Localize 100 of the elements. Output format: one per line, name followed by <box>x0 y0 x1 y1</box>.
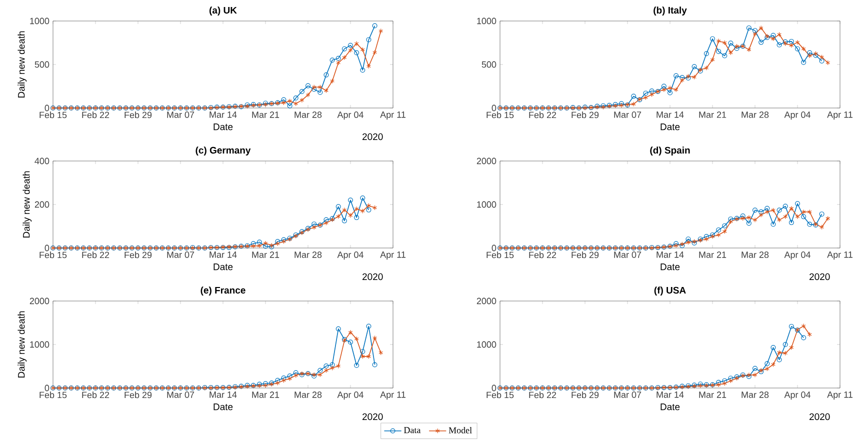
x-tick-label: Apr 11 <box>827 252 852 260</box>
point <box>354 336 359 342</box>
point <box>722 53 728 58</box>
x-axis-title: Date <box>660 264 680 270</box>
x-tick-label: Mar 14 <box>210 112 237 118</box>
point <box>342 46 347 52</box>
y-tick-label: 2000 <box>476 158 496 164</box>
x-axis-title: Date <box>660 404 680 410</box>
x-tick-label: Feb 22 <box>529 252 556 258</box>
point <box>728 40 734 46</box>
point <box>777 32 782 37</box>
point <box>776 42 782 48</box>
point <box>360 68 366 73</box>
chart-title: (c) Germany <box>196 146 251 156</box>
point <box>746 220 752 226</box>
point <box>758 25 764 30</box>
x-tick-label: Apr 11 <box>380 392 406 400</box>
point <box>788 220 794 226</box>
x-axis-title: Date <box>214 404 233 410</box>
point <box>788 324 794 329</box>
point <box>776 357 782 362</box>
point <box>770 32 776 38</box>
x-tick-label: Apr 04 <box>337 392 364 400</box>
x-tick-label: Mar 07 <box>614 252 642 258</box>
point <box>348 330 353 335</box>
point <box>348 340 353 345</box>
x-tick-label: Feb 15 <box>40 112 67 118</box>
point <box>704 65 709 70</box>
point <box>293 95 298 100</box>
x-tick-label: Feb 22 <box>82 392 110 398</box>
point <box>674 73 679 78</box>
point <box>294 372 298 378</box>
point <box>716 38 721 44</box>
y-tick-label: 200 <box>34 201 50 208</box>
point <box>764 361 770 366</box>
point <box>801 46 806 52</box>
point <box>662 87 666 92</box>
point <box>282 378 286 383</box>
point <box>789 345 794 350</box>
point <box>777 350 782 356</box>
point <box>360 208 365 214</box>
point <box>807 53 812 58</box>
point <box>722 380 727 386</box>
point <box>820 224 824 230</box>
point <box>251 244 256 249</box>
point <box>820 54 824 60</box>
point <box>324 88 328 94</box>
point <box>287 103 292 108</box>
point <box>293 370 298 376</box>
chart-title: (d) Spain <box>650 146 690 156</box>
point <box>728 378 733 384</box>
point <box>354 206 359 212</box>
x-tick-label: Feb 29 <box>124 392 152 398</box>
point <box>288 376 292 382</box>
point <box>336 364 341 369</box>
point <box>650 92 654 98</box>
point <box>342 55 347 60</box>
x-tick-label: Feb 29 <box>572 252 599 258</box>
point <box>801 214 806 220</box>
x-tick-label: Mar 21 <box>699 112 726 118</box>
point <box>348 42 353 48</box>
x-tick-label: Apr 04 <box>337 112 364 120</box>
x-tick-label: Feb 29 <box>572 392 599 398</box>
y-tick-label: 1000 <box>477 18 496 24</box>
point <box>336 204 341 210</box>
y-tick-label: 1000 <box>30 18 50 24</box>
legend-label: Data <box>404 427 421 434</box>
legend-label: Model <box>448 427 472 434</box>
point <box>299 88 304 94</box>
point <box>728 219 733 224</box>
point <box>354 50 360 56</box>
point <box>354 215 360 220</box>
point <box>777 217 782 222</box>
point <box>722 378 728 384</box>
y-tick-label: 0 <box>492 384 496 392</box>
point <box>752 32 758 37</box>
point <box>710 36 716 42</box>
point <box>643 90 648 96</box>
point <box>324 220 328 226</box>
point <box>788 38 794 44</box>
point <box>360 47 365 52</box>
point <box>783 350 788 356</box>
point <box>306 83 310 88</box>
point <box>360 348 366 354</box>
point <box>770 345 776 350</box>
y-tick-label: 0 <box>492 104 496 112</box>
point <box>294 101 298 106</box>
point <box>716 48 722 54</box>
point <box>366 324 372 329</box>
y-tick-label: 1000 <box>477 201 496 208</box>
point <box>758 212 764 218</box>
point <box>366 64 371 69</box>
point <box>716 232 721 238</box>
point <box>354 362 360 368</box>
x-tick-label: Mar 21 <box>252 392 280 398</box>
x-tick-label: Feb 15 <box>486 252 514 258</box>
x-tick-label: Mar 07 <box>614 392 642 398</box>
point <box>318 84 322 90</box>
point <box>324 364 329 369</box>
point <box>281 375 286 380</box>
